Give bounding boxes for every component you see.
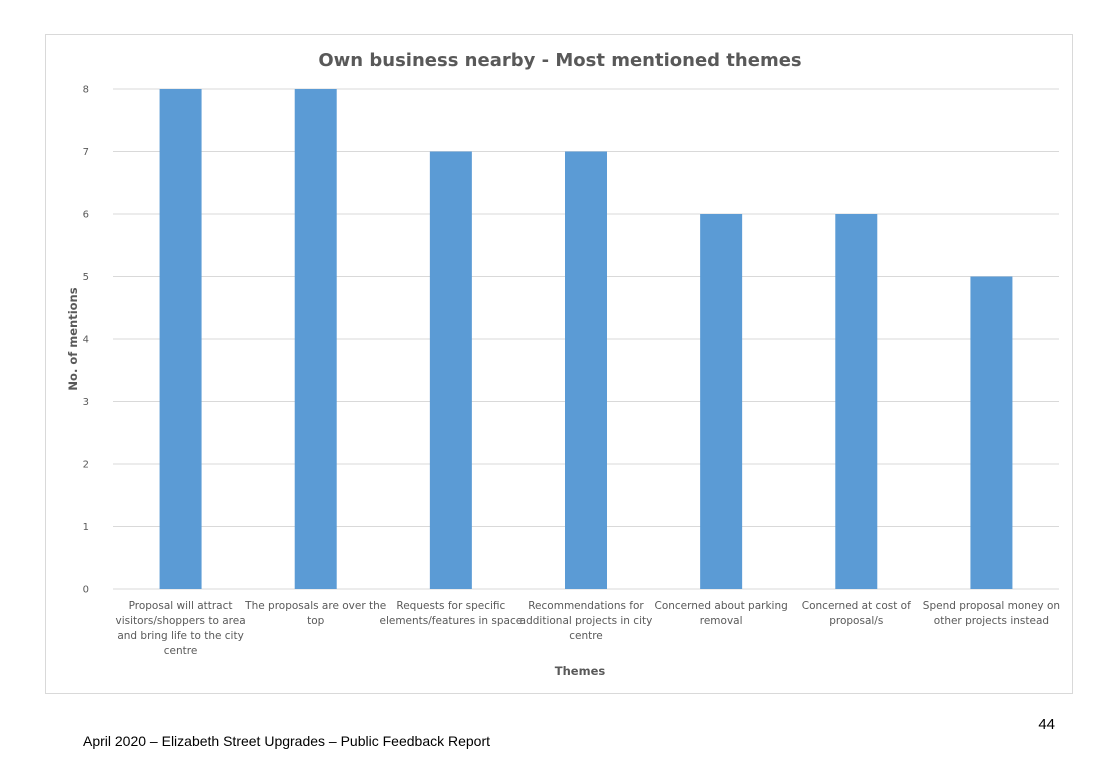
x-category-label: Concerned at cost of proposal/s [802,600,911,627]
x-category-label-line: and bring life to the city [117,630,243,642]
x-category-label-line: removal [700,615,743,627]
x-category-label: Requests for specific elements/features i… [379,600,522,627]
bar [565,151,607,589]
y-tick-label: 2 [83,460,89,471]
bar [429,151,472,589]
x-category-label-line: elements/features in space [379,615,522,627]
bar [700,214,743,589]
bar [970,276,1013,589]
x-category-label-line: Concerned about parking [655,600,788,612]
x-category-label-line: The proposals are over the [244,600,386,612]
x-category-label-line: centre [569,630,603,642]
x-category-label: Proposal will attract visitors/shoppers t… [115,600,245,657]
x-category-label: Recommendations for additional projects i… [520,600,653,642]
x-axis-title: Themes [555,664,606,678]
x-category-label: Spend proposal money on other projects in… [923,600,1060,627]
bar [159,89,202,589]
x-category-label-line: Requests for specific [396,600,505,612]
y-tick-labels: 0 1 2 3 4 5 6 7 8 [83,85,89,596]
y-axis-title: No. of mentions [66,287,80,390]
page-number: 44 [1038,716,1055,733]
bar [294,89,337,589]
x-category-label-line: Concerned at cost of [802,600,911,612]
x-category-label-line: Proposal will attract [129,600,233,612]
y-tick-label: 3 [83,397,89,408]
x-category-label-line: proposal/s [829,615,883,627]
x-category-label-line: visitors/shoppers to area [115,615,245,627]
y-tick-label: 8 [83,85,89,96]
y-tick-label: 1 [83,522,89,533]
x-category-label-line: top [307,615,325,627]
chart-title: Own business nearby - Most mentioned the… [318,50,801,71]
y-tick-label: 7 [83,147,89,158]
y-tick-label: 4 [83,335,89,346]
x-category-labels: Proposal will attract visitors/shoppers t… [115,600,1060,657]
bar-chart: 0 1 2 3 4 5 6 7 8 Proposal will attract visitors/… [66,50,1060,678]
x-category-label-line: centre [164,645,198,657]
bar [835,214,878,589]
footer-text: April 2020 – Elizabeth Street Upgrades –… [83,733,491,749]
x-category-label-line: Spend proposal money on [923,600,1060,612]
x-category-label-line: other projects instead [934,615,1049,627]
x-category-label-line: additional projects in city [520,615,653,627]
y-tick-label: 5 [83,272,89,283]
x-category-label: Concerned about parking removal [655,600,788,627]
y-tick-label: 6 [83,210,89,221]
chart-frame: 0 1 2 3 4 5 6 7 8 Proposal will attract visitors/… [45,34,1073,694]
x-category-label-line: Recommendations for [528,600,644,612]
bars [159,89,1013,589]
y-tick-label: 0 [83,585,89,596]
x-category-label: The proposals are over the top [244,600,386,627]
